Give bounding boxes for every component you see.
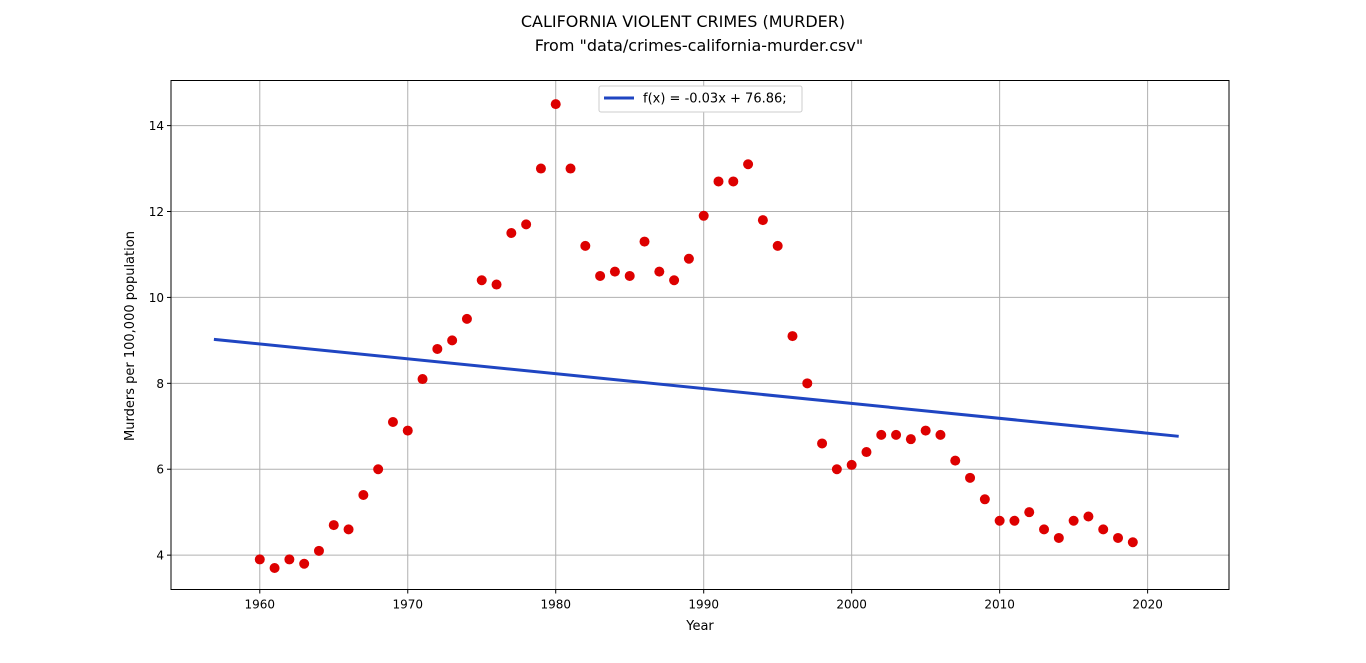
data-point [461,313,472,324]
x-tick-label: 1970 [392,598,423,612]
data-point [432,343,443,354]
chart-title: CALIFORNIA VIOLENT CRIMES (MURDER) [521,12,845,31]
data-point [328,520,339,531]
data-point [683,253,694,264]
data-point [624,270,635,281]
y-tick-label: 14 [149,119,164,133]
data-point [269,563,280,574]
data-point [728,176,739,187]
data-point [313,545,324,556]
data-point [831,464,842,475]
data-point [787,331,798,342]
data-point [979,494,990,505]
data-point [476,275,487,286]
data-point [565,163,576,174]
data-point [757,215,768,226]
data-point [358,490,369,501]
data-point [669,275,680,286]
data-point [254,554,265,565]
data-point [965,472,976,483]
data-point [402,425,413,436]
x-tick-label: 1990 [688,598,719,612]
data-point [1127,537,1138,548]
x-tick-label: 1960 [245,598,276,612]
data-point [1039,524,1050,535]
data-point [802,378,813,389]
data-point [1009,515,1020,526]
data-point [1053,532,1064,543]
data-point [506,227,517,238]
x-tick-label: 1980 [540,598,571,612]
data-point [743,159,754,170]
data-point [935,429,946,440]
y-axis-ticks: 4 6 8 10 12 14 [149,119,171,563]
data-point [772,240,783,251]
chart-subtitle: From "data/crimes-california-murder.csv" [535,36,863,55]
data-point [595,270,606,281]
data-point [580,240,591,251]
data-point [905,434,916,445]
y-tick-label: 4 [156,549,164,563]
data-point [891,429,902,440]
data-point [1098,524,1109,535]
data-point [373,464,384,475]
data-point [698,210,709,221]
y-tick-label: 12 [149,205,164,219]
data-point [994,515,1005,526]
regression-line [213,337,1179,438]
data-point [1024,507,1035,518]
data-point [817,438,828,449]
data-point [343,524,354,535]
y-axis-label: Murders per 100,000 population [123,231,138,441]
data-point [521,219,532,230]
data-point [284,554,295,565]
data-point [950,455,961,466]
data-point [535,163,546,174]
data-point [299,558,310,569]
data-point [609,266,620,277]
legend-box [598,85,803,113]
data-point [1068,515,1079,526]
x-tick-label: 2020 [1132,598,1163,612]
data-point [846,459,857,470]
data-point [550,99,561,110]
data-point [1083,511,1094,522]
data-point [713,176,724,187]
data-point [417,374,428,385]
data-point [876,429,887,440]
data-point [861,447,872,458]
data-point [639,236,650,247]
grid [171,80,1229,590]
data-point [387,416,398,427]
legend-label: f(x) = -0.03x + 76.86; [643,92,787,107]
data-point [654,266,665,277]
x-tick-label: 2010 [984,598,1015,612]
x-axis-label: Year [685,619,714,634]
data-point [447,335,458,346]
x-tick-label: 2000 [836,598,867,612]
data-point [491,279,502,290]
x-axis-ticks: 1960 1970 1980 1990 2000 2010 2020 [245,589,1163,612]
plot-area-frame [170,80,1230,590]
data-point [920,425,931,436]
y-tick-label: 6 [156,463,164,477]
y-tick-label: 8 [156,377,164,391]
legend: f(x) = -0.03x + 76.86; [598,85,803,113]
y-tick-label: 10 [149,291,164,305]
plot-data [213,99,1179,574]
data-point [1113,532,1124,543]
